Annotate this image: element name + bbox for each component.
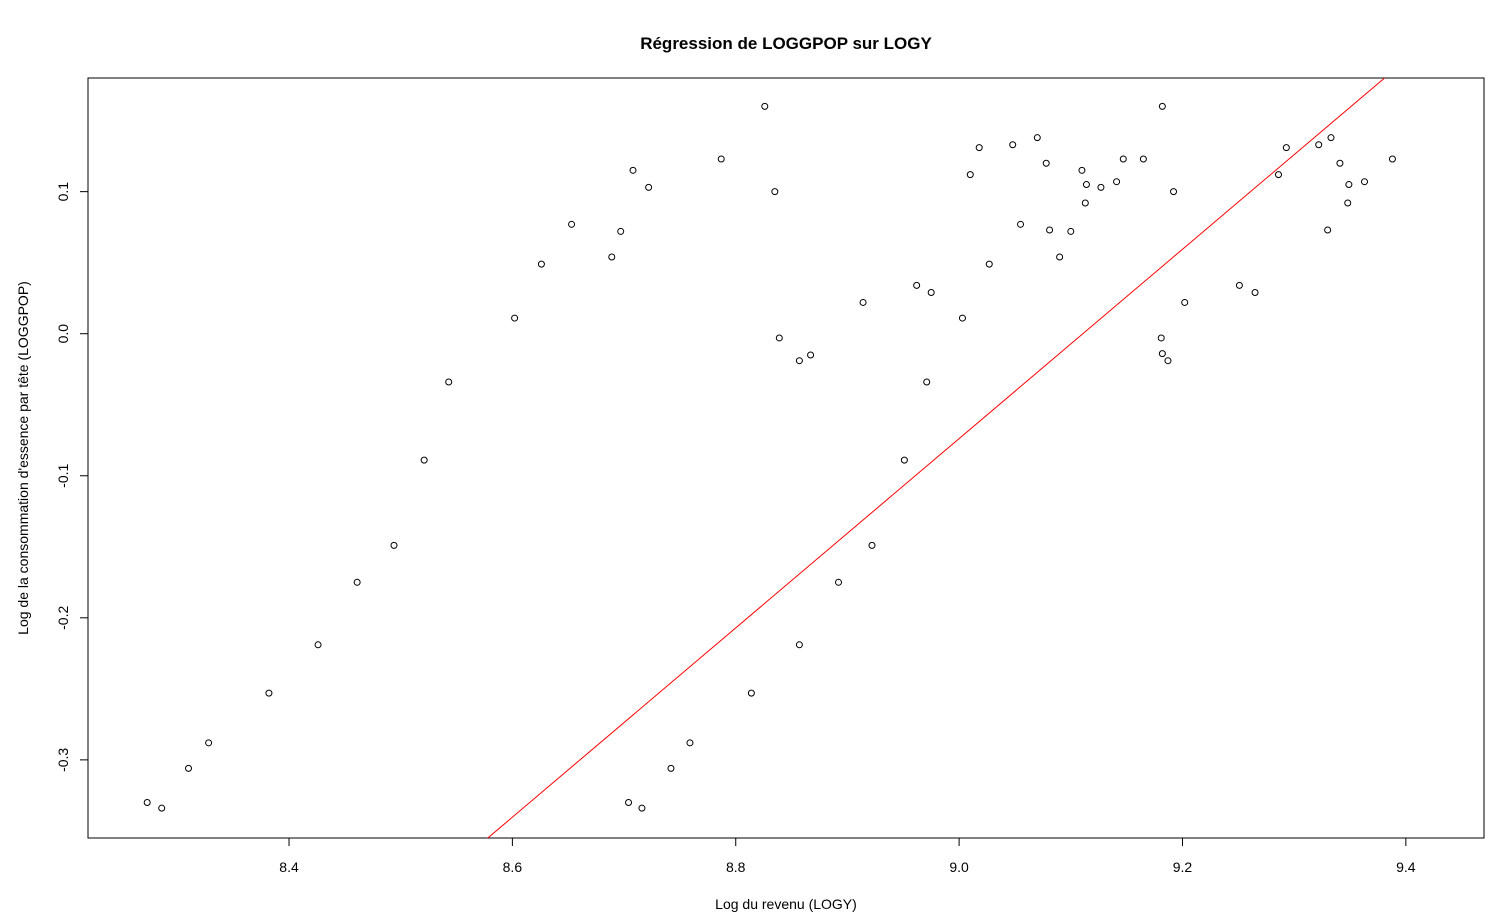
chart-title: Régression de LOGGPOP sur LOGY bbox=[640, 34, 932, 53]
data-point bbox=[747, 689, 755, 697]
regression-line bbox=[487, 78, 1386, 838]
data-point bbox=[1033, 134, 1041, 142]
data-point bbox=[645, 183, 653, 191]
data-point bbox=[537, 260, 545, 268]
data-point bbox=[717, 155, 725, 163]
data-point bbox=[390, 541, 398, 549]
data-point bbox=[205, 739, 213, 747]
data-point bbox=[1315, 141, 1323, 149]
data-point bbox=[868, 541, 876, 549]
data-point bbox=[775, 334, 783, 342]
data-point bbox=[985, 260, 993, 268]
y-tick-label: -0.2 bbox=[55, 606, 71, 630]
data-point bbox=[1275, 171, 1283, 179]
x-axis-label: Log du revenu (LOGY) bbox=[715, 896, 857, 912]
data-point bbox=[923, 378, 931, 386]
data-point bbox=[1345, 181, 1353, 189]
data-point bbox=[958, 314, 966, 322]
y-tick-label: -0.3 bbox=[55, 748, 71, 772]
x-axis: 8.4 8.6 8.8 9.0 9.2 9.4 bbox=[279, 837, 1416, 875]
data-point bbox=[1158, 350, 1166, 358]
data-point bbox=[1324, 226, 1332, 234]
data-point bbox=[1042, 159, 1050, 167]
data-point bbox=[1082, 181, 1090, 189]
data-point bbox=[1361, 178, 1369, 186]
data-point bbox=[667, 764, 675, 772]
data-point bbox=[900, 456, 908, 464]
data-point bbox=[771, 188, 779, 196]
x-tick-label: 8.4 bbox=[279, 859, 299, 875]
data-point bbox=[1078, 166, 1086, 174]
data-point bbox=[1282, 144, 1290, 152]
data-point bbox=[314, 641, 322, 649]
data-point bbox=[1170, 188, 1178, 196]
data-point bbox=[629, 166, 637, 174]
data-point bbox=[143, 798, 151, 806]
data-point bbox=[638, 804, 646, 812]
data-point bbox=[966, 171, 974, 179]
data-point bbox=[617, 227, 625, 235]
data-point bbox=[1009, 141, 1017, 149]
data-point bbox=[568, 220, 576, 228]
data-point bbox=[265, 689, 273, 697]
data-point bbox=[834, 578, 842, 586]
data-point bbox=[913, 281, 921, 289]
data-point bbox=[1344, 199, 1352, 207]
x-tick-label: 8.8 bbox=[726, 859, 746, 875]
scatter-points bbox=[143, 102, 1396, 812]
data-point bbox=[1113, 178, 1121, 186]
data-point bbox=[1327, 134, 1335, 142]
data-point bbox=[511, 314, 519, 322]
data-point bbox=[1056, 253, 1064, 261]
data-point bbox=[807, 351, 815, 359]
data-point bbox=[1067, 227, 1075, 235]
data-point bbox=[353, 578, 361, 586]
data-point bbox=[795, 641, 803, 649]
data-point bbox=[1139, 155, 1147, 163]
data-point bbox=[1157, 334, 1165, 342]
data-point bbox=[795, 357, 803, 365]
plot-frame bbox=[87, 77, 1485, 839]
data-point bbox=[1181, 298, 1189, 306]
data-point bbox=[686, 739, 694, 747]
data-point bbox=[927, 289, 935, 297]
data-point bbox=[1251, 289, 1259, 297]
data-point bbox=[859, 298, 867, 306]
data-point bbox=[1097, 183, 1105, 191]
y-tick-label: 0.1 bbox=[55, 182, 71, 202]
y-axis-label: Log de la consommation d'essence par têt… bbox=[15, 281, 31, 635]
data-point bbox=[185, 764, 193, 772]
y-axis: -0.3 -0.2 -0.1 0.0 0.1 bbox=[55, 182, 89, 772]
x-tick-label: 8.6 bbox=[503, 859, 523, 875]
data-point bbox=[1017, 220, 1025, 228]
data-point bbox=[1388, 155, 1396, 163]
data-point bbox=[761, 102, 769, 110]
data-point bbox=[1046, 226, 1054, 234]
data-point bbox=[608, 253, 616, 261]
y-tick-label: -0.1 bbox=[55, 463, 71, 487]
data-point bbox=[1235, 281, 1243, 289]
data-point bbox=[1158, 102, 1166, 110]
data-point bbox=[158, 804, 166, 812]
data-point bbox=[445, 378, 453, 386]
y-tick-label: 0.0 bbox=[55, 324, 71, 344]
data-point bbox=[1119, 155, 1127, 163]
x-tick-label: 9.2 bbox=[1173, 859, 1193, 875]
data-point bbox=[625, 798, 633, 806]
data-point bbox=[1336, 159, 1344, 167]
data-point bbox=[1081, 199, 1089, 207]
x-tick-label: 9.0 bbox=[949, 859, 969, 875]
regression-line-layer bbox=[487, 78, 1386, 838]
data-point bbox=[420, 456, 428, 464]
x-tick-label: 9.4 bbox=[1396, 859, 1416, 875]
data-point bbox=[1164, 357, 1172, 365]
data-point bbox=[975, 144, 983, 152]
